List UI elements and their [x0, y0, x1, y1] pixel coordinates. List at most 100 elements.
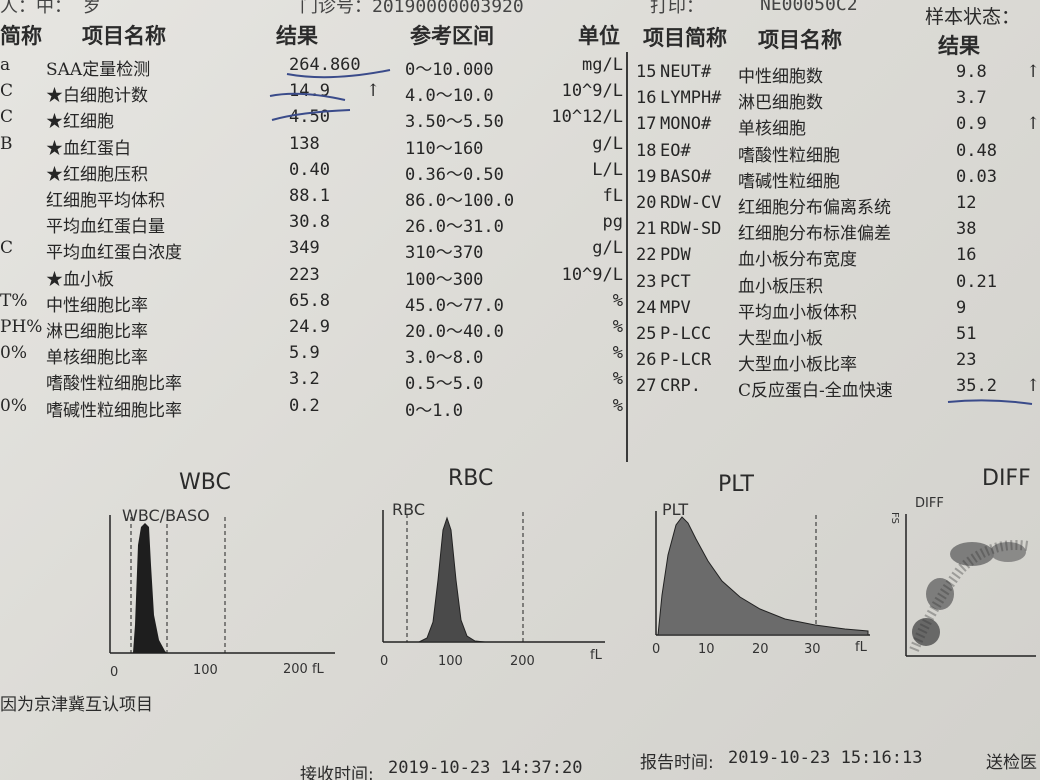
rbc-title: RBC — [448, 466, 494, 491]
row-result: 65.8 — [289, 290, 330, 311]
row-number: 26 — [636, 350, 657, 371]
row-name: 嗜酸性粒细胞 — [738, 145, 840, 166]
row-code: PCT — [660, 271, 691, 292]
row-code: C — [0, 238, 14, 259]
rbc-tick-0: 0 — [380, 654, 389, 669]
left-table-row: ★血小板 223 100～300 10^9/L — [0, 265, 625, 291]
row-name: 中性细胞比率 — [46, 295, 148, 316]
row-result: 9 — [956, 297, 967, 318]
row-unit: % — [612, 395, 623, 416]
rbc-tick-200: 200 — [510, 654, 535, 669]
header-unit: 单位 — [578, 24, 620, 48]
row-ref: 100～300 — [405, 269, 484, 290]
header-name: 项目名称 — [82, 24, 166, 48]
row-unit: % — [612, 290, 623, 311]
row-code: CRP. — [660, 376, 701, 397]
right-table-row: 18 EO# 嗜酸性粒细胞 0.48 — [636, 141, 1040, 167]
left-table-row: 红细胞平均体积 88.1 86.0～100.0 fL — [0, 186, 625, 212]
row-unit: fL — [602, 186, 623, 206]
row-ref: 0.5～5.0 — [405, 374, 484, 395]
row-name: 嗜酸性粒细胞比率 — [46, 374, 182, 395]
left-table-row: 嗜酸性粒细胞比率 3.2 0.5～5.0% — [0, 369, 625, 395]
row-flag: ↑ — [1026, 62, 1040, 82]
report-label: 报告时间: — [640, 753, 714, 773]
wbc-histogram — [109, 515, 335, 654]
plt-tick-20: 20 — [752, 642, 769, 657]
row-code: P-LCR — [660, 350, 712, 371]
row-number: 23 — [636, 271, 657, 292]
row-name: 红细胞分布标准偏差 — [738, 224, 891, 245]
row-number: 24 — [636, 297, 657, 318]
row-result: 5.9 — [289, 343, 320, 364]
rbc-inner-label: RBC — [392, 500, 425, 519]
plt-histogram — [655, 511, 870, 636]
header-right-code: 项目简称 — [643, 26, 727, 50]
row-result: 264.860 — [289, 55, 361, 75]
rbc-histogram — [382, 510, 605, 643]
right-table-row: 23 PCT 血小板压积 0.21 — [636, 272, 1040, 298]
left-table-row: B ★血红蛋白 138 110～160 g/L — [0, 134, 625, 160]
wbc-tick-0: 0 — [110, 665, 119, 680]
row-code: PH% — [0, 317, 43, 337]
row-code: MPV — [660, 297, 691, 318]
right-table-row: 15 NEUT# 中性细胞数 9.8 ↑ — [636, 62, 1040, 88]
row-result: 0.03 — [956, 166, 997, 187]
row-name: 平均血红蛋白量 — [46, 217, 165, 238]
row-result: 3.7 — [956, 88, 987, 109]
left-table-row: C 平均血红蛋白浓度 349 310～370 g/L — [0, 238, 625, 264]
row-result: 30.8 — [289, 212, 330, 233]
row-name: 单核细胞 — [738, 119, 806, 140]
received-label: 接收时间: — [300, 765, 374, 780]
left-table-row: 0% 嗜碱性粒细胞比率 0.2 0～1.0% — [0, 396, 625, 422]
right-table-row: 25 P-LCC 大型血小板 51 — [636, 324, 1040, 350]
wbc-tick-100: 100 — [193, 663, 218, 678]
row-name: 红细胞分布偏离系统 — [738, 198, 891, 218]
right-table-row: 21 RDW-SD 红细胞分布标准偏差 38 — [636, 219, 1040, 245]
right-table-row: 20 RDW-CV 红细胞分布偏离系统 12 — [636, 193, 1040, 219]
patient-fragment: 人：中： 岁 — [0, 0, 101, 17]
row-code: PDW — [660, 245, 691, 266]
rbc-tick-100: 100 — [438, 654, 463, 669]
row-result: 0.9 — [956, 114, 987, 135]
row-code: RDW-CV — [660, 193, 722, 213]
row-result: 0.40 — [289, 159, 330, 180]
row-code: T% — [0, 290, 28, 311]
row-result: 0.2 — [289, 395, 320, 416]
row-unit: g/L — [592, 238, 623, 259]
row-ref: 0.36～0.50 — [405, 164, 504, 185]
row-result: 51 — [956, 324, 977, 344]
row-name: 单核细胞比率 — [46, 348, 148, 369]
rbc-tick-fl: fL — [590, 648, 602, 663]
row-unit: % — [612, 343, 623, 364]
row-result: 23 — [956, 350, 977, 371]
row-number: 18 — [636, 140, 657, 161]
row-ref: 0～10.000 — [405, 60, 494, 80]
row-number: 27 — [636, 376, 657, 397]
row-unit: mg/L — [582, 55, 623, 75]
row-result: 12 — [956, 193, 977, 213]
left-table-row: ★红细胞压积 0.40 0.36～0.50 L/L — [0, 160, 625, 186]
row-unit: % — [612, 369, 623, 390]
print-label: 打印： — [650, 0, 704, 17]
row-name: C反应蛋白-全血快速 — [738, 381, 893, 402]
row-ref: 3.0～8.0 — [405, 348, 484, 369]
row-result: 24.9 — [289, 317, 330, 337]
row-unit: 10^9/L — [561, 264, 623, 285]
plt-tick-fl: fL — [855, 640, 867, 655]
row-name: 血小板压积 — [738, 276, 823, 297]
plt-tick-10: 10 — [698, 642, 715, 657]
row-number: 19 — [636, 166, 657, 187]
row-result: 38 — [956, 219, 977, 240]
sender-label: 送检医 — [986, 753, 1037, 773]
row-result: 349 — [289, 238, 320, 259]
row-name: 平均血红蛋白浓度 — [46, 243, 182, 264]
row-ref: 45.0～77.0 — [405, 295, 504, 316]
row-number: 17 — [636, 114, 657, 135]
left-table-row: C ★白细胞计数 14.9 4.0～10.0 10^9/L ↑ — [0, 81, 625, 107]
row-ref: 0～1.0 — [405, 400, 463, 421]
row-ref: 26.0～31.0 — [405, 217, 504, 238]
row-name: 血小板分布宽度 — [738, 250, 857, 271]
right-table-row: 16 LYMPH# 淋巴细胞数 3.7 — [636, 88, 1040, 114]
right-table-row: 19 BASO# 嗜碱性粒细胞 0.03 — [636, 167, 1040, 193]
right-table-row: 24 MPV 平均血小板体积 9 — [636, 298, 1040, 324]
